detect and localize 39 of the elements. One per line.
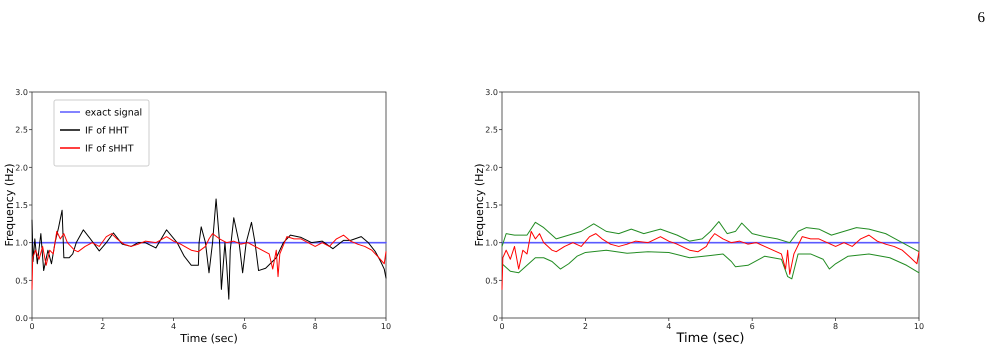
legend-label: exact signal [85,108,142,118]
y-tick-label: 0 [492,314,498,323]
line-series [502,230,920,290]
y-tick-label: 2.5 [485,126,498,135]
y-tick-label: 0.0 [15,314,28,323]
line-series [32,230,386,290]
x-tick-label: 8 [312,322,318,331]
legend-label: IF of sHHT [85,144,134,154]
y-tick-label: 0.5 [485,276,498,286]
x-tick-label: 6 [750,322,755,331]
x-tick-label: 0 [499,322,505,331]
y-tick-label: 2.0 [15,163,28,172]
y-tick-label: 0.5 [15,276,28,286]
x-tick-label: 10 [380,322,392,331]
x-axis-title: Time (sec) [179,332,238,345]
x-tick-label: 4 [171,322,176,331]
y-tick-label: 1.5 [485,201,498,210]
line-series [32,198,386,300]
x-tick-label: 2 [582,322,588,331]
text: 6 [978,10,986,26]
line-series [502,221,920,252]
x-tick-label: 8 [833,322,838,331]
y-tick-label: 3.0 [485,88,498,97]
y-tick-label: 3.0 [15,88,28,97]
y-tick-label: 1.0 [485,238,498,248]
line-series [502,250,920,280]
x-tick-label: 6 [242,322,247,331]
y-tick-label: 1.0 [15,238,28,248]
x-axis-title: Time (sec) [675,331,745,346]
x-tick-label: 0 [29,322,35,331]
x-tick-label: 2 [100,322,106,331]
y-tick-label: 2.0 [485,163,498,172]
y-axis-title: Frequency (Hz) [3,164,16,246]
y-axis-title: Frequency (Hz) [473,164,486,246]
x-tick-label: 4 [666,322,672,331]
y-tick-label: 2.5 [15,126,28,135]
legend-label: IF of HHT [85,126,129,136]
y-tick-label: 1.5 [15,201,28,210]
x-tick-label: 10 [914,322,924,331]
